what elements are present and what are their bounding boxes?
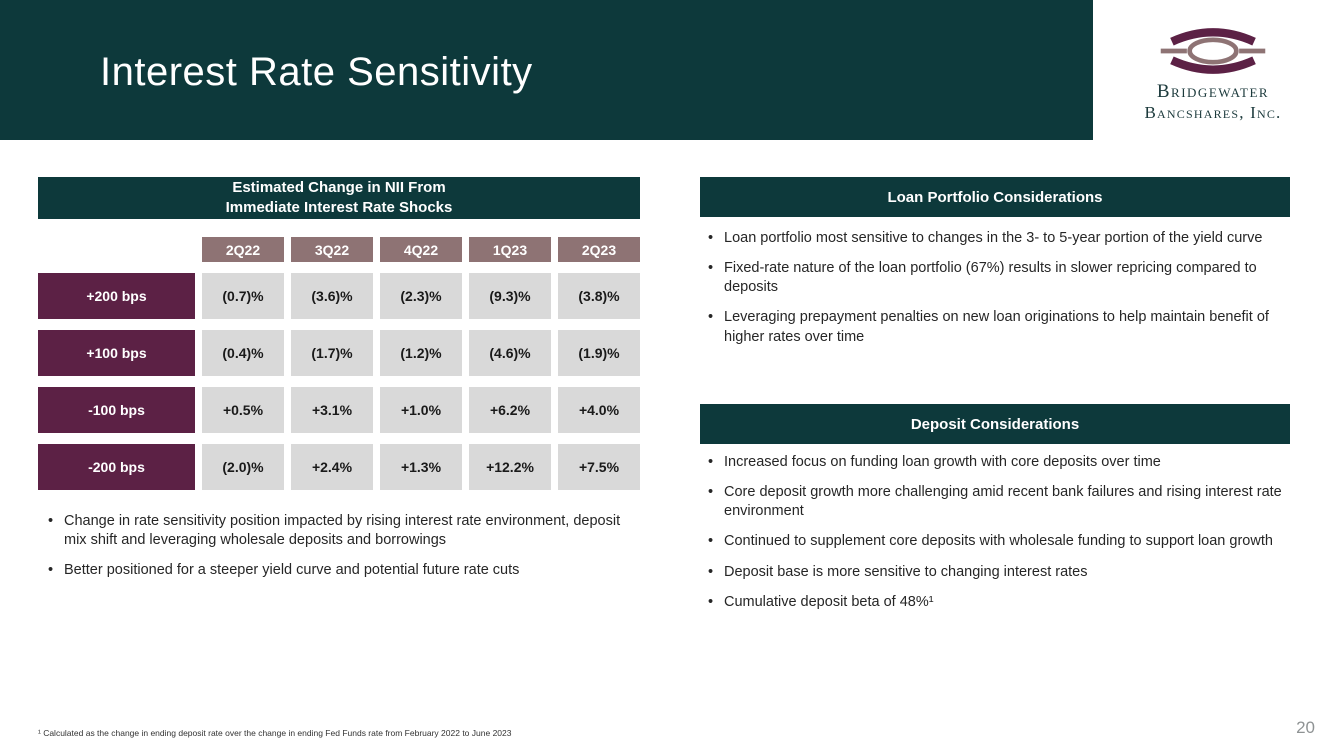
bullet-item: Fixed-rate nature of the loan portfolio … (706, 259, 1294, 297)
bullet-item: Cumulative deposit beta of 48%¹ (706, 593, 1294, 612)
bullet-item: Deposit base is more sensitive to changi… (706, 563, 1294, 582)
bullet-item: Loan portfolio most sensitive to changes… (706, 229, 1294, 248)
column-header: 1Q23 (469, 237, 551, 262)
table-cell: (1.7)% (291, 330, 373, 376)
table-cell: (3.8)% (558, 273, 640, 319)
column-header: 4Q22 (380, 237, 462, 262)
row-label: -100 bps (38, 387, 195, 433)
nii-table-title-line2: Immediate Interest Rate Shocks (225, 199, 453, 216)
logo-name-line2: Bancshares, Inc. (1144, 103, 1282, 123)
row-label: -200 bps (38, 444, 195, 490)
table-corner-spacer (38, 237, 195, 262)
bullet-item: Continued to supplement core deposits wi… (706, 532, 1294, 551)
table-cell: +0.5% (202, 387, 284, 433)
loan-considerations-list: Loan portfolio most sensitive to changes… (706, 229, 1294, 358)
deposit-considerations-list: Increased focus on funding loan growth w… (706, 453, 1294, 623)
bullet-item: Core deposit growth more challenging ami… (706, 483, 1294, 521)
table-cell: (2.0)% (202, 444, 284, 490)
page-number: 20 (1296, 718, 1315, 737)
nii-table-title-line1: Estimated Change in NII From (232, 178, 446, 196)
loan-panel-title: Loan Portfolio Considerations (700, 177, 1290, 217)
nii-commentary-list: Change in rate sensitivity position impa… (46, 512, 631, 591)
bridgewater-logo-emblem (1160, 28, 1266, 75)
table-cell: +2.4% (291, 444, 373, 490)
bullet-item: Increased focus on funding loan growth w… (706, 453, 1294, 472)
table-cell: +12.2% (469, 444, 551, 490)
row-label: +200 bps (38, 273, 195, 319)
table-cell: (1.9)% (558, 330, 640, 376)
table-cell: (4.6)% (469, 330, 551, 376)
table-cell: +4.0% (558, 387, 640, 433)
bullet-item: Leveraging prepayment penalties on new l… (706, 308, 1294, 346)
table-cell: +3.1% (291, 387, 373, 433)
table-cell: (0.7)% (202, 273, 284, 319)
footnote: ¹ Calculated as the change in ending dep… (38, 728, 512, 738)
company-logo: Bridgewater Bancshares, Inc. (1093, 0, 1333, 140)
row-label: +100 bps (38, 330, 195, 376)
nii-table: 2Q22 3Q22 4Q22 1Q23 2Q23 +200 bps (0.7)%… (38, 237, 640, 490)
table-cell: (3.6)% (291, 273, 373, 319)
table-cell: (2.3)% (380, 273, 462, 319)
table-cell: +6.2% (469, 387, 551, 433)
table-cell: +1.3% (380, 444, 462, 490)
company-logo-text: Bridgewater Bancshares, Inc. (1145, 81, 1282, 122)
bullet-item: Better positioned for a steeper yield cu… (46, 561, 631, 580)
page-title: Interest Rate Sensitivity (100, 50, 533, 94)
table-cell: (9.3)% (469, 273, 551, 319)
table-cell: (1.2)% (380, 330, 462, 376)
nii-table-title: Estimated Change in NII From Immediate I… (38, 177, 640, 219)
table-cell: +7.5% (558, 444, 640, 490)
table-cell: (0.4)% (202, 330, 284, 376)
column-header: 2Q22 (202, 237, 284, 262)
bullet-item: Change in rate sensitivity position impa… (46, 512, 631, 550)
column-header: 2Q23 (558, 237, 640, 262)
logo-name-line1: Bridgewater (1156, 81, 1270, 103)
column-header: 3Q22 (291, 237, 373, 262)
deposit-panel-title: Deposit Considerations (700, 404, 1290, 444)
table-cell: +1.0% (380, 387, 462, 433)
